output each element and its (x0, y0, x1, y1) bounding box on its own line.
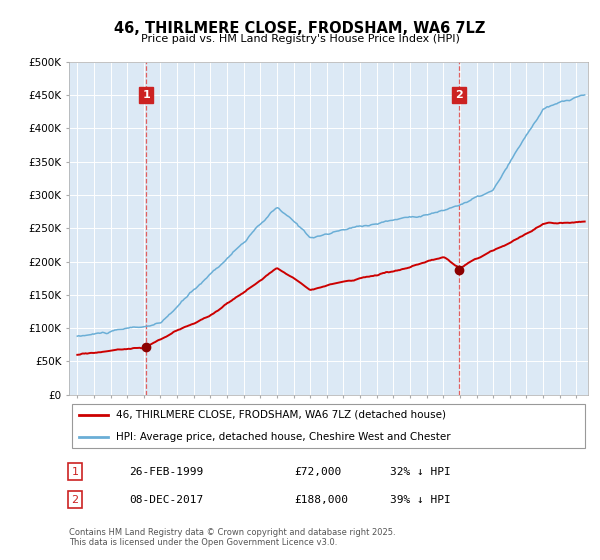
FancyBboxPatch shape (71, 404, 586, 449)
Text: 1: 1 (71, 466, 79, 477)
Text: Contains HM Land Registry data © Crown copyright and database right 2025.
This d: Contains HM Land Registry data © Crown c… (69, 528, 395, 547)
Text: 2: 2 (455, 90, 463, 100)
Text: 46, THIRLMERE CLOSE, FRODSHAM, WA6 7LZ: 46, THIRLMERE CLOSE, FRODSHAM, WA6 7LZ (115, 21, 485, 36)
Text: 46, THIRLMERE CLOSE, FRODSHAM, WA6 7LZ (detached house): 46, THIRLMERE CLOSE, FRODSHAM, WA6 7LZ (… (116, 410, 446, 420)
Text: 32% ↓ HPI: 32% ↓ HPI (390, 466, 451, 477)
Text: 26-FEB-1999: 26-FEB-1999 (129, 466, 203, 477)
Text: 2: 2 (71, 494, 79, 505)
Text: £72,000: £72,000 (294, 466, 341, 477)
Text: £188,000: £188,000 (294, 494, 348, 505)
Text: Price paid vs. HM Land Registry's House Price Index (HPI): Price paid vs. HM Land Registry's House … (140, 34, 460, 44)
Text: 08-DEC-2017: 08-DEC-2017 (129, 494, 203, 505)
Text: 1: 1 (142, 90, 150, 100)
Text: HPI: Average price, detached house, Cheshire West and Chester: HPI: Average price, detached house, Ches… (116, 432, 451, 442)
Text: 39% ↓ HPI: 39% ↓ HPI (390, 494, 451, 505)
